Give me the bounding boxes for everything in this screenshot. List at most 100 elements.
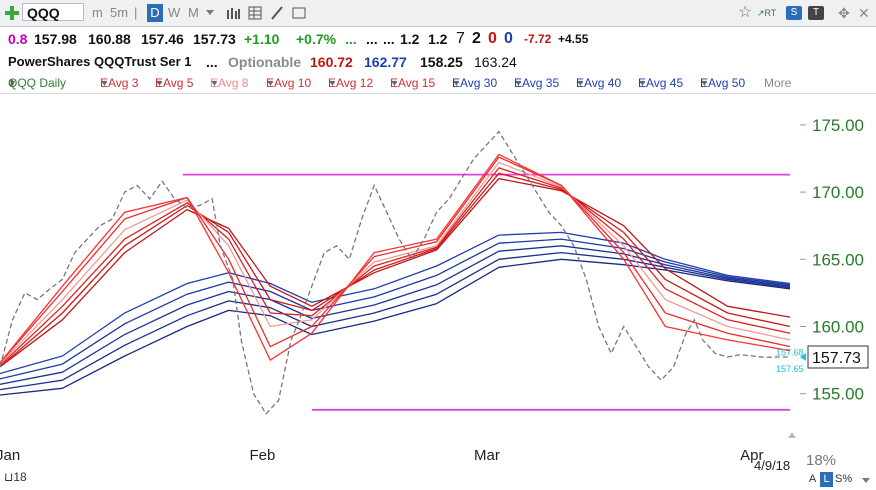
legend-label: QQQ Daily (8, 76, 67, 90)
legend-label: EAvg 50 (700, 76, 746, 90)
quote-low: 157.46 (141, 31, 184, 47)
dropdown-arrow-icon: ▼ (514, 78, 523, 88)
scroll-up-icon[interactable] (788, 432, 796, 438)
quote-row: 0.8 157.98 160.88 157.46 157.73 +1.10 +0… (0, 27, 876, 51)
last-price-label: 157.73 (812, 350, 861, 367)
realtime-label: RT (764, 8, 777, 18)
ema-50-line[interactable] (0, 258, 791, 396)
ema-12-line[interactable] (0, 172, 791, 368)
quote-dots-1: ... (345, 31, 357, 47)
ema-10-line[interactable] (0, 167, 791, 366)
quote-value-2: 1.2 (428, 31, 448, 47)
x-tick-label: Feb (249, 447, 275, 464)
quote-last: 157.73 (193, 31, 236, 47)
star-icon[interactable]: ☆ (738, 4, 753, 21)
quote-value-4: 2 (472, 30, 481, 47)
legend-label: EAvg 15 (390, 76, 436, 90)
last-price-box (807, 345, 869, 369)
legend-label: EAvg 45 (638, 76, 684, 90)
dropdown-arrow-icon: ▼ (700, 78, 709, 88)
interval-monthly[interactable]: M (188, 5, 199, 20)
legend-label: EAvg 10 (266, 76, 312, 90)
legend-more-link[interactable]: More (764, 76, 792, 90)
ema-40-line[interactable] (0, 245, 791, 385)
dropdown-arrow-icon: ▼ (390, 78, 399, 88)
legend-row: ⬍ QQQ Daily ▼ EAvg 3 ▼ EAvg 5 ▼ EAvg 8 ▼… (0, 73, 876, 93)
quote-change-small: 0.8 (8, 31, 28, 47)
dropdown-arrow-icon: ▼ (155, 78, 164, 88)
name-dots: ... (206, 54, 218, 70)
x-tick-label: Jan (0, 447, 20, 464)
toolbar: QQQ m 5m | D W M ☆ ↗RT S T ✥ ✕ (0, 0, 876, 27)
name-row: PowerShares QQQTrust Ser 1 ... Optionabl… (0, 51, 876, 73)
move-icon[interactable]: ✥ (838, 5, 850, 21)
dropdown-arrow-icon[interactable] (862, 478, 870, 483)
legend-label: EAvg 12 (328, 76, 374, 90)
date-label: 4/9/18 (754, 458, 790, 473)
side-label-lower: 157.65 (776, 364, 804, 374)
dropdown-arrow-icon: ▼ (266, 78, 275, 88)
indicator-grid-icon[interactable] (248, 6, 262, 20)
ema-8-line[interactable] (0, 161, 791, 365)
draw-pen-icon[interactable] (270, 5, 284, 21)
x-tick-label: Apr (740, 447, 763, 464)
dropdown-arrow-icon: ▼ (576, 78, 585, 88)
name-price-1: 160.72 (310, 54, 353, 70)
quote-value-8: +4.55 (558, 32, 589, 46)
last-price-arrow-icon (800, 352, 806, 361)
quote-value-3: 7 (456, 30, 465, 47)
y-axis-panel (800, 94, 876, 490)
ema-15-line[interactable] (0, 177, 791, 368)
trade-t-icon[interactable]: T (808, 6, 824, 20)
scale-mode-l[interactable]: L (820, 472, 833, 487)
x-tick-label: Mar (474, 447, 500, 464)
dropdown-arrow-icon[interactable] (206, 10, 214, 15)
ticker-input[interactable]: QQQ (22, 3, 84, 21)
price-chart[interactable]: 175.00 170.00 165.00 160.00 155.00 Jan Feb Mar A… (0, 94, 876, 490)
ema-5-line[interactable] (0, 156, 791, 364)
interval-weekly[interactable]: W (168, 5, 181, 20)
scale-mode-s[interactable]: S% (835, 473, 853, 485)
security-name: PowerShares QQQTrust Ser 1 (8, 54, 192, 69)
realtime-icon[interactable]: ↗RT (757, 7, 776, 19)
legend-label: EAvg 40 (576, 76, 622, 90)
name-price-2: 162.77 (364, 54, 407, 70)
dropdown-arrow-icon: ▼ (638, 78, 647, 88)
interval-minute[interactable]: m (92, 5, 103, 20)
quote-value-1: 1.2 (400, 31, 420, 47)
side-label-upper: 157.68 (776, 348, 804, 358)
ema-35-line[interactable] (0, 238, 791, 380)
legend-toggle-icon: ⬍ (8, 78, 16, 88)
quote-change-pct: +0.7% (296, 31, 337, 47)
price-line[interactable] (0, 130, 790, 415)
interval-5-minute[interactable]: 5m (110, 5, 129, 20)
bottom-left-glyph: ⊔18 (4, 470, 27, 484)
legend-label: EAvg 3 (100, 76, 139, 90)
y-tick-label: 165.00 (812, 250, 864, 269)
interval-daily[interactable]: D (147, 4, 163, 22)
legend-label: EAvg 8 (210, 76, 249, 90)
interval-divider-icon: | (134, 5, 138, 20)
plus-icon[interactable] (4, 5, 20, 21)
legend-label: EAvg 5 (155, 76, 194, 90)
dropdown-arrow-icon: ▼ (8, 78, 17, 88)
name-price-3: 158.25 (420, 54, 463, 70)
schwab-s-icon[interactable]: S (786, 6, 802, 20)
scale-mode-a[interactable]: A (808, 473, 817, 485)
bar-chart-icon[interactable] (226, 6, 240, 20)
quote-value-6: 0 (504, 30, 513, 47)
quote-dots-2: ... (366, 31, 378, 47)
y-tick-label: 160.00 (812, 317, 864, 336)
layout-icon[interactable] (292, 6, 306, 20)
ema-3-line[interactable] (0, 153, 791, 364)
y-tick-label: 155.00 (812, 385, 864, 404)
name-price-4: 163.24 (474, 54, 517, 70)
quote-dots-3: ... (383, 31, 395, 47)
legend-label: EAvg 35 (514, 76, 560, 90)
realtime-arrow-icon: ↗ (757, 8, 765, 18)
close-icon[interactable]: ✕ (858, 5, 870, 21)
divider (0, 93, 876, 94)
y-tick-label: 175.00 (812, 116, 864, 135)
quote-open: 157.98 (34, 31, 77, 47)
zoom-percent[interactable]: 18% (806, 452, 837, 469)
